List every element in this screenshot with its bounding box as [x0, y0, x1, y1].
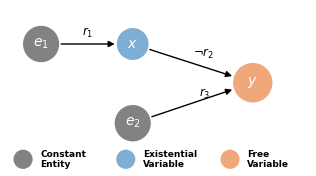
Ellipse shape: [118, 29, 148, 59]
Text: $r_3$: $r_3$: [199, 87, 210, 101]
Text: Existential: Existential: [143, 150, 197, 159]
Ellipse shape: [234, 64, 272, 102]
Text: Variable: Variable: [247, 160, 289, 169]
Text: $x$: $x$: [127, 37, 138, 51]
Text: Free: Free: [247, 150, 270, 159]
Text: $\neg r_2$: $\neg r_2$: [193, 47, 214, 61]
Text: Entity: Entity: [40, 160, 71, 169]
Text: $r_1$: $r_1$: [82, 26, 94, 40]
Text: $e_1$: $e_1$: [33, 37, 49, 51]
Text: Variable: Variable: [143, 160, 185, 169]
Ellipse shape: [14, 150, 32, 168]
Ellipse shape: [221, 150, 239, 168]
Text: $e_2$: $e_2$: [125, 116, 141, 130]
Text: $y$: $y$: [247, 75, 258, 90]
Ellipse shape: [117, 150, 135, 168]
Text: Constant: Constant: [40, 150, 87, 159]
Ellipse shape: [115, 106, 150, 141]
Ellipse shape: [24, 27, 58, 61]
